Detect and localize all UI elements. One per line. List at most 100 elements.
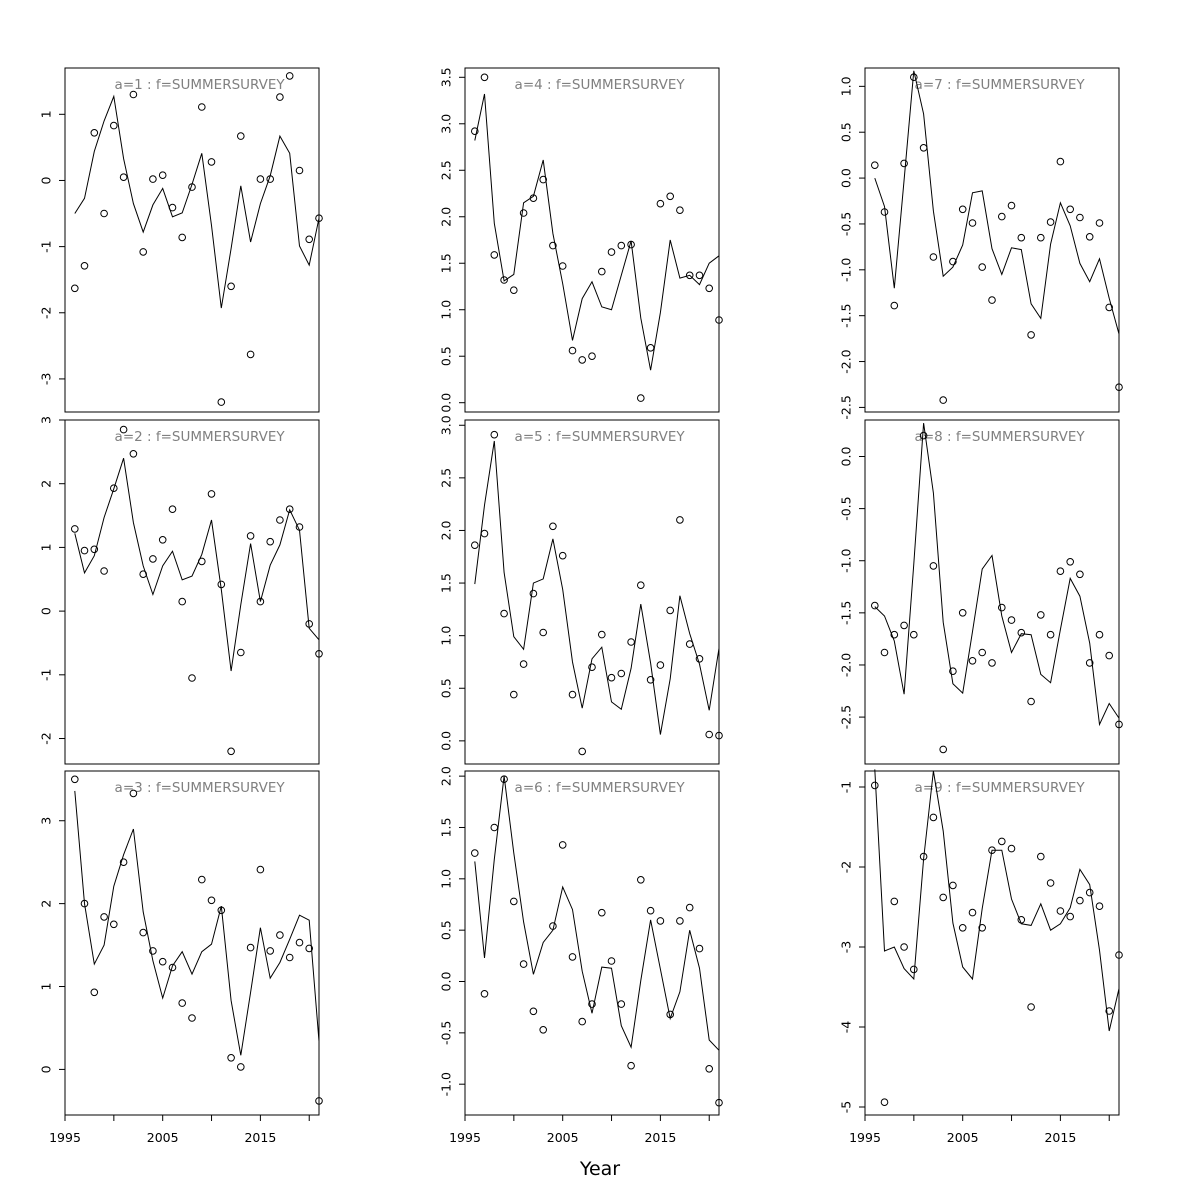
fitted-line <box>474 776 720 1051</box>
data-point <box>568 690 577 699</box>
data-point <box>119 425 128 434</box>
data-point <box>315 1097 323 1105</box>
data-point <box>598 267 606 276</box>
data-point <box>256 865 265 874</box>
fitted-line <box>74 458 320 672</box>
data-point <box>539 628 548 637</box>
data-point <box>1066 205 1074 214</box>
data-point <box>890 897 899 906</box>
data-point <box>656 661 665 669</box>
x-axis-label: Year <box>579 1158 621 1180</box>
data-point <box>880 648 889 657</box>
fitted-line <box>74 94 320 309</box>
data-point <box>1076 213 1084 222</box>
panel-a3: a=3 : f=SUMMERSURVEY 0 1 2 3 1995 2005 2015 <box>39 770 323 1145</box>
data-point <box>910 630 918 639</box>
data-point <box>607 957 616 965</box>
data-point <box>71 775 79 784</box>
data-point <box>666 606 675 615</box>
panel-a1: a=1 : f=SUMMERSURVEY -3 -2 -1 0 1 <box>39 67 323 413</box>
panel-frame <box>464 67 720 413</box>
data-point <box>237 648 245 657</box>
data-point <box>149 175 157 183</box>
y-tick-label: -2 <box>39 732 54 744</box>
y-tick-label: 3 <box>39 416 54 424</box>
data-point <box>110 484 118 493</box>
observed-points <box>871 431 1123 754</box>
data-point <box>207 158 216 166</box>
data-point <box>1066 912 1074 921</box>
data-point <box>198 875 206 884</box>
data-point <box>910 965 918 974</box>
data-point <box>1046 218 1055 226</box>
data-point <box>1027 1003 1035 1011</box>
y-axis: -5 -4 -3 -2 -1 <box>839 781 865 1113</box>
data-point <box>1085 659 1094 667</box>
panel-title: a=2 : f=SUMMERSURVEY <box>115 429 286 445</box>
data-point <box>705 730 714 739</box>
x-tick-label: 2005 <box>547 1130 579 1145</box>
data-point <box>80 262 89 270</box>
data-point <box>139 248 147 256</box>
data-point <box>1027 331 1035 339</box>
y-tick-label: 1 <box>39 983 54 991</box>
data-point <box>1007 844 1016 853</box>
data-point <box>149 947 157 955</box>
panel-title: a=4 : f=SUMMERSURVEY <box>515 77 686 93</box>
data-point <box>110 920 118 929</box>
data-point <box>988 296 996 304</box>
data-point <box>1017 628 1026 637</box>
observed-points <box>71 775 323 1105</box>
data-point <box>178 233 186 242</box>
y-tick-label: -0.5 <box>839 496 854 520</box>
data-point <box>158 171 167 179</box>
data-point <box>246 350 255 359</box>
data-point <box>617 241 626 250</box>
panel-title: a=3 : f=SUMMERSURVEY <box>115 780 286 796</box>
y-tick-label: -3 <box>839 941 854 953</box>
data-point <box>695 271 704 280</box>
data-point <box>1027 697 1035 706</box>
data-point <box>715 316 723 324</box>
x-tick-label: 2015 <box>644 1130 676 1145</box>
y-tick-label: 2.0 <box>439 520 454 540</box>
data-point <box>637 394 645 402</box>
data-point <box>129 789 138 798</box>
x-tick-label: 2015 <box>244 1130 276 1145</box>
y-tick-label: -5 <box>839 1101 854 1113</box>
fitted-line <box>874 423 1120 727</box>
data-point <box>158 957 167 966</box>
panel-frame <box>464 419 720 765</box>
data-point <box>558 841 567 849</box>
y-tick-label: -2.0 <box>839 349 854 373</box>
y-axis: -2.5 -2.0 -1.5 -1.0 -0.5 0.0 <box>839 447 865 729</box>
panel-a9: a=9 : f=SUMMERSURVEY -5 -4 -3 -2 -1 1995 2005 20… <box>839 769 1123 1145</box>
x-axis: 1995 2005 2015 <box>849 1114 1110 1145</box>
y-tick-label: 3 <box>39 817 54 825</box>
observed-points <box>71 425 323 756</box>
fitted-line <box>874 769 1120 1032</box>
panel-frame <box>64 770 320 1116</box>
data-point <box>207 896 216 905</box>
data-point <box>558 262 567 270</box>
y-tick-label: 0.5 <box>439 678 454 698</box>
data-point <box>949 667 957 676</box>
y-tick-label: 1.0 <box>439 300 454 320</box>
data-point <box>646 344 655 352</box>
data-point <box>158 536 167 544</box>
y-tick-label: 0.0 <box>839 447 854 467</box>
data-point <box>939 396 948 404</box>
y-axis: 0.0 0.5 1.0 1.5 2.0 2.5 3.0 <box>439 415 465 751</box>
data-point <box>558 551 567 560</box>
data-point <box>490 251 499 259</box>
y-tick-label: 1 <box>39 110 54 118</box>
data-point <box>958 924 967 932</box>
data-point <box>90 545 99 554</box>
y-tick-label: 2 <box>39 900 54 908</box>
y-tick-label: -4 <box>839 1021 854 1034</box>
x-tick-label: 2015 <box>1044 1130 1076 1145</box>
y-tick-label: -1.0 <box>439 1072 454 1096</box>
data-point <box>929 253 938 261</box>
y-tick-label: 2 <box>39 480 54 488</box>
data-point <box>978 924 987 932</box>
